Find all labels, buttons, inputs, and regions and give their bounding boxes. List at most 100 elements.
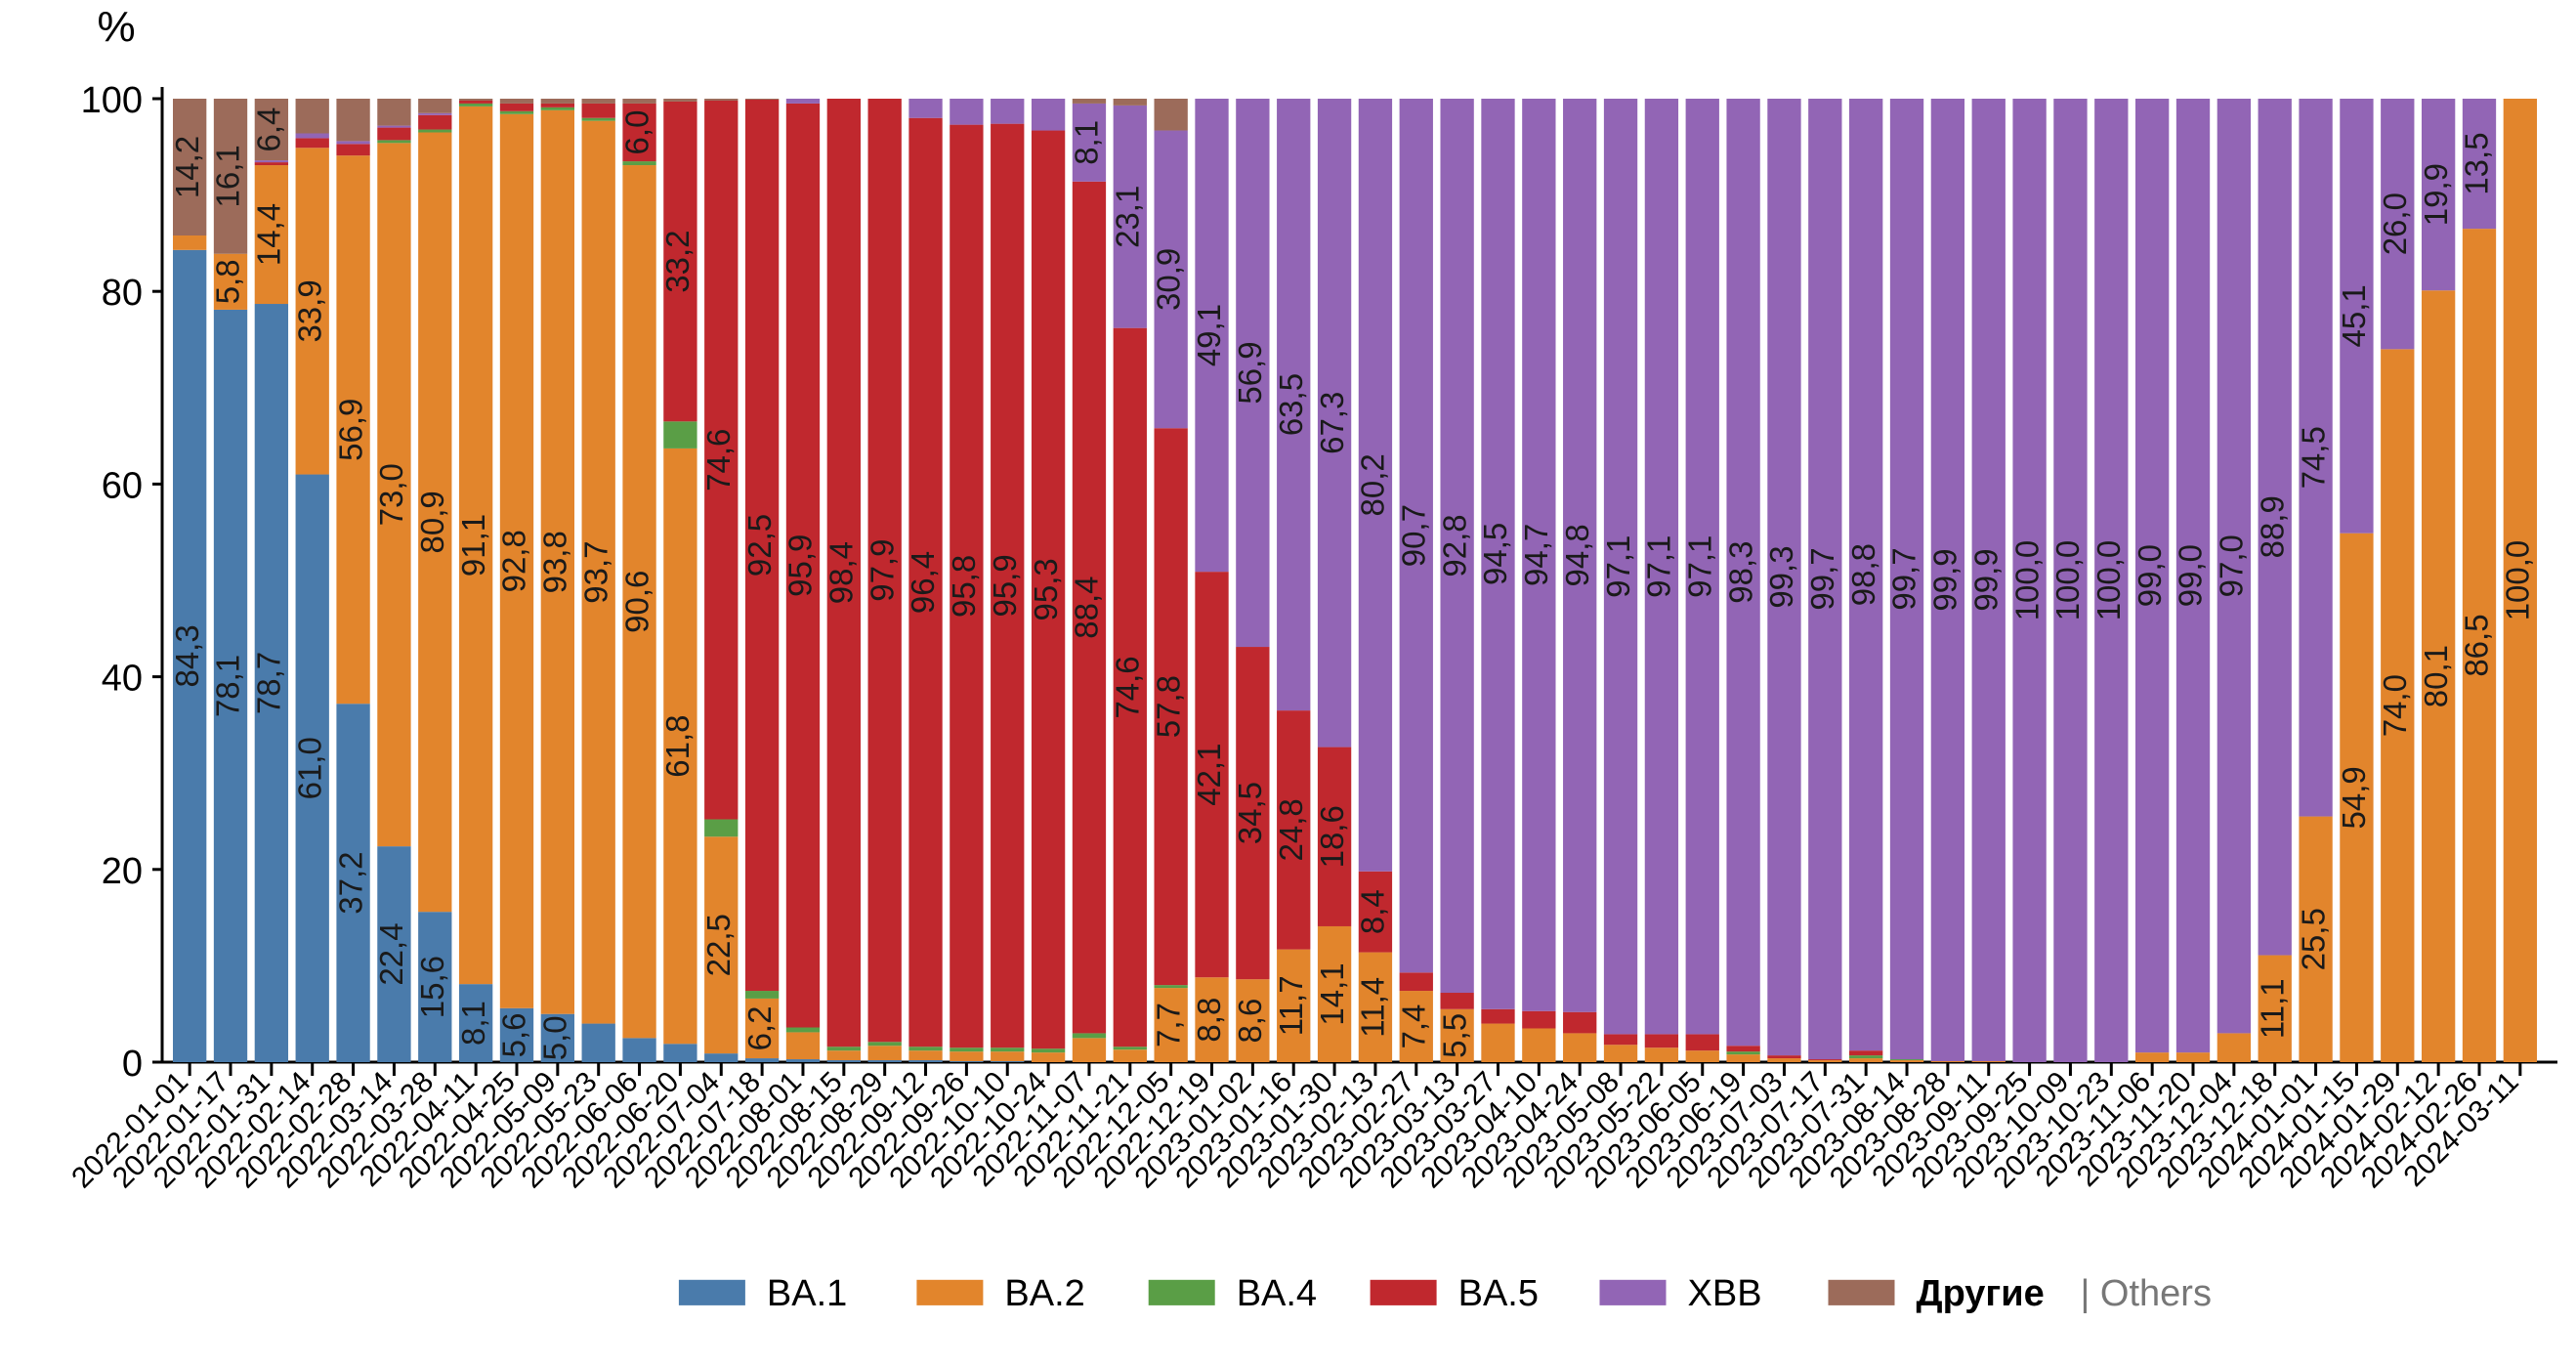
svg-text:99,9: 99,9 [1967, 548, 2004, 611]
svg-text:74,6: 74,6 [1110, 656, 1146, 718]
svg-text:91,1: 91,1 [455, 514, 491, 577]
svg-text:BA.2: BA.2 [1004, 1273, 1084, 1314]
svg-text:33,9: 33,9 [291, 279, 327, 342]
svg-text:74,6: 74,6 [700, 429, 737, 491]
svg-text:14,4: 14,4 [251, 203, 287, 266]
svg-text:95,9: 95,9 [782, 534, 819, 597]
svg-text:6,0: 6,0 [618, 110, 655, 155]
svg-text:86,5: 86,5 [2459, 614, 2495, 676]
svg-text:78,1: 78,1 [210, 655, 246, 717]
svg-text:74,5: 74,5 [2295, 426, 2331, 489]
svg-text:93,8: 93,8 [537, 531, 573, 593]
svg-text:5,6: 5,6 [496, 1012, 532, 1057]
svg-text:74,0: 74,0 [2377, 674, 2413, 737]
svg-text:63,5: 63,5 [1273, 373, 1309, 436]
svg-text:45,1: 45,1 [2336, 284, 2372, 347]
svg-text:37,2: 37,2 [332, 851, 368, 914]
svg-text:6,2: 6,2 [741, 1006, 778, 1051]
svg-text:22,5: 22,5 [700, 914, 737, 976]
svg-text:90,7: 90,7 [1395, 504, 1431, 567]
svg-text:97,1: 97,1 [1600, 535, 1636, 598]
svg-text:13,5: 13,5 [2459, 132, 2495, 194]
svg-text:BA.5: BA.5 [1458, 1273, 1539, 1314]
svg-text:88,4: 88,4 [1069, 576, 1105, 638]
svg-text:40: 40 [102, 659, 143, 700]
svg-text:97,1: 97,1 [1681, 535, 1717, 598]
svg-text:61,8: 61,8 [659, 714, 696, 777]
svg-text:BA.1: BA.1 [767, 1273, 847, 1314]
svg-text:| Others: | Others [2081, 1273, 2212, 1314]
svg-text:14,1: 14,1 [1314, 962, 1350, 1025]
svg-text:73,0: 73,0 [373, 463, 409, 526]
svg-text:80: 80 [102, 273, 143, 314]
svg-text:92,5: 92,5 [741, 514, 778, 577]
svg-text:94,8: 94,8 [1559, 524, 1595, 586]
svg-text:18,6: 18,6 [1314, 805, 1350, 868]
svg-text:0: 0 [122, 1044, 143, 1085]
svg-text:88,9: 88,9 [2254, 495, 2290, 558]
svg-text:%: % [97, 3, 135, 51]
svg-text:95,9: 95,9 [987, 554, 1023, 617]
svg-text:56,9: 56,9 [332, 399, 368, 461]
svg-text:7,7: 7,7 [1150, 1003, 1186, 1047]
svg-text:7,4: 7,4 [1395, 1004, 1431, 1049]
svg-text:8,8: 8,8 [1191, 998, 1227, 1043]
svg-text:78,7: 78,7 [251, 652, 287, 714]
svg-text:93,7: 93,7 [577, 541, 613, 604]
svg-text:99,9: 99,9 [1927, 548, 1964, 611]
svg-text:16,1: 16,1 [210, 145, 246, 207]
svg-text:56,9: 56,9 [1232, 341, 1268, 404]
svg-text:Другие: Другие [1917, 1273, 2045, 1314]
svg-text:100: 100 [81, 80, 143, 121]
svg-text:22,4: 22,4 [373, 922, 409, 985]
svg-text:15,6: 15,6 [414, 956, 450, 1018]
svg-text:100,0: 100,0 [2008, 540, 2045, 621]
svg-text:99,7: 99,7 [1804, 547, 1840, 610]
svg-text:11,1: 11,1 [2254, 978, 2290, 1039]
svg-text:6,4: 6,4 [251, 107, 287, 152]
svg-text:61,0: 61,0 [291, 737, 327, 799]
svg-text:99,0: 99,0 [2132, 544, 2168, 607]
svg-text:100,0: 100,0 [2500, 540, 2536, 621]
svg-text:14,2: 14,2 [169, 136, 205, 198]
svg-text:99,3: 99,3 [1763, 545, 1799, 608]
svg-text:8,4: 8,4 [1355, 889, 1391, 934]
svg-text:99,0: 99,0 [2173, 544, 2209, 607]
svg-text:8,1: 8,1 [1069, 120, 1105, 165]
svg-text:94,5: 94,5 [1477, 523, 1513, 585]
svg-text:49,1: 49,1 [1191, 304, 1227, 366]
svg-text:80,1: 80,1 [2418, 645, 2454, 707]
svg-text:23,1: 23,1 [1110, 186, 1146, 248]
svg-text:34,5: 34,5 [1232, 782, 1268, 844]
svg-text:96,4: 96,4 [905, 551, 941, 614]
svg-text:57,8: 57,8 [1150, 675, 1186, 738]
svg-text:80,2: 80,2 [1355, 453, 1391, 516]
svg-text:30,9: 30,9 [1150, 248, 1186, 311]
svg-text:11,4: 11,4 [1355, 977, 1391, 1038]
svg-text:8,1: 8,1 [455, 1001, 491, 1046]
svg-text:25,5: 25,5 [2295, 908, 2331, 970]
svg-text:98,8: 98,8 [1845, 543, 1881, 606]
svg-text:95,3: 95,3 [1028, 558, 1064, 620]
svg-text:98,3: 98,3 [1722, 541, 1758, 604]
svg-text:94,7: 94,7 [1518, 524, 1554, 586]
svg-text:42,1: 42,1 [1191, 744, 1227, 806]
svg-text:60: 60 [102, 465, 143, 506]
svg-text:67,3: 67,3 [1314, 392, 1350, 454]
svg-text:20: 20 [102, 851, 143, 892]
svg-text:100,0: 100,0 [2049, 540, 2086, 621]
svg-text:97,9: 97,9 [864, 539, 900, 602]
svg-text:99,7: 99,7 [1886, 547, 1922, 610]
svg-text:8,6: 8,6 [1232, 999, 1268, 1044]
svg-text:5,8: 5,8 [210, 259, 246, 304]
svg-text:92,8: 92,8 [1436, 514, 1472, 577]
svg-text:33,2: 33,2 [659, 231, 696, 293]
svg-text:26,0: 26,0 [2377, 192, 2413, 255]
svg-text:54,9: 54,9 [2336, 766, 2372, 829]
svg-text:98,4: 98,4 [823, 541, 860, 604]
svg-text:BA.4: BA.4 [1237, 1273, 1317, 1314]
svg-text:5,0: 5,0 [537, 1015, 573, 1060]
svg-text:84,3: 84,3 [169, 624, 205, 687]
svg-text:92,8: 92,8 [496, 530, 532, 592]
svg-text:5,5: 5,5 [1436, 1013, 1472, 1058]
